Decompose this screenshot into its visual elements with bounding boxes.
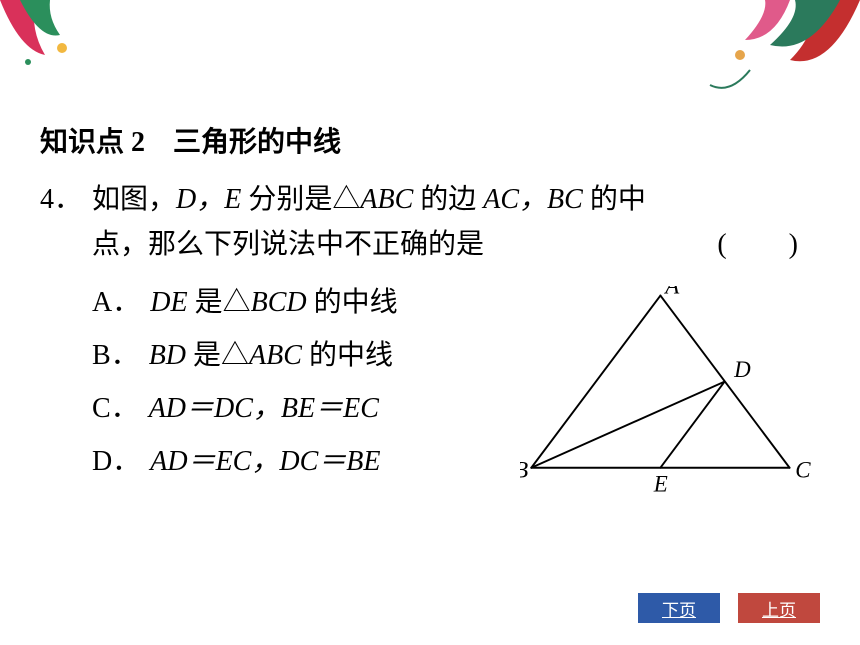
q-text: 的边 (413, 184, 483, 215)
slide-content: 知识点 2 三角形的中线 4． 如图，D，E 分别是△ABC 的边 AC，BC … (40, 120, 820, 488)
opt-a-seg: DE (150, 287, 187, 318)
answer-blank: ( ) (717, 223, 800, 268)
option-label: C． (92, 382, 139, 435)
q-tri: ABC (360, 184, 413, 215)
option-label: A． (92, 276, 140, 329)
section-title: 知识点 2 三角形的中线 (40, 120, 820, 160)
opt-a-post: 的中线 (307, 287, 398, 318)
q-text: 的中 (583, 184, 646, 215)
next-page-button[interactable]: 下页 (638, 593, 720, 623)
opt-b-tri: ABC (249, 340, 302, 371)
svg-text:B: B (520, 457, 528, 482)
question-number: 4． (40, 178, 82, 488)
corner-flourish-top-right (690, 0, 860, 120)
nav-bar: 下页 上页 (638, 593, 820, 623)
opt-d-expr: AD＝EC，DC＝BE (150, 435, 380, 488)
opt-a-mid: 是△ (188, 287, 251, 318)
svg-text:D: D (733, 356, 751, 381)
opt-b-mid: 是△ (186, 340, 249, 371)
svg-text:E: E (653, 471, 668, 496)
q-edges: AC，BC (483, 184, 583, 215)
svg-text:C: C (795, 457, 811, 482)
option-label: D． (92, 435, 140, 488)
question-body: 如图，D，E 分别是△ABC 的边 AC，BC 的中 点，那么下列说法中不正确的… (92, 178, 820, 488)
q-text: 如图， (92, 184, 176, 215)
triangle-figure: A B C D E (520, 286, 820, 506)
opt-b-seg: BD (149, 340, 186, 371)
option-label: B． (92, 329, 139, 382)
question: 4． 如图，D，E 分别是△ABC 的边 AC，BC 的中 点，那么下列说法中不… (40, 178, 820, 488)
corner-flourish-top-left (0, 0, 110, 90)
q-vars: D，E (176, 184, 241, 215)
svg-text:A: A (663, 286, 680, 299)
q-text: 分别是△ (241, 184, 360, 215)
opt-a-tri: BCD (251, 287, 307, 318)
opt-c-expr: AD＝DC，BE＝EC (149, 382, 379, 435)
q-line2: 点，那么下列说法中不正确的是 (92, 223, 484, 268)
prev-page-button[interactable]: 上页 (738, 593, 820, 623)
opt-b-post: 的中线 (302, 340, 393, 371)
